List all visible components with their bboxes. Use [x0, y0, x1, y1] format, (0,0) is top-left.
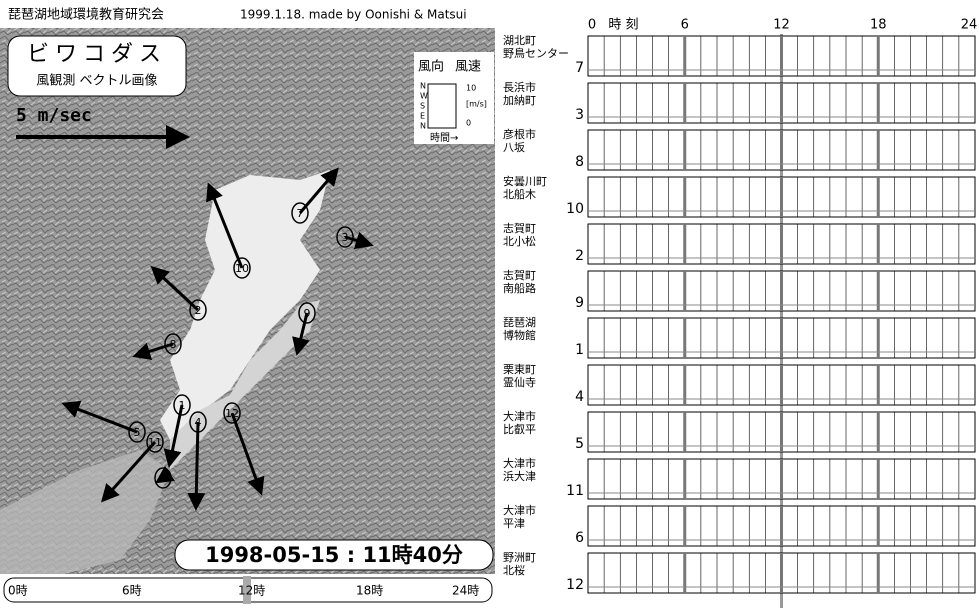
header-credit: 1999.1.18. made by Oonishi & Matsui [240, 8, 467, 22]
station-marker-label: 1 [179, 399, 186, 412]
station-number: 8 [575, 154, 584, 170]
station-marker-label: 5 [134, 426, 141, 439]
time-axis-label: 18 [870, 18, 887, 33]
legend-compass: E [420, 112, 425, 121]
time-axis-caption: 時 刻 [608, 18, 638, 33]
station-name: 比叡平 [503, 422, 536, 436]
station-name: 霊仙寺 [503, 376, 536, 389]
station-name: 彦根市 [503, 127, 536, 141]
legend-direction: 風向 [418, 59, 444, 75]
station-marker-label: 6 [160, 472, 167, 485]
station-number: 10 [566, 201, 584, 217]
station-name: 八坂 [503, 141, 525, 154]
station-name: 大津市 [503, 456, 536, 470]
station-name: 浜大津 [503, 469, 536, 483]
station-name: 湖北町 [503, 34, 536, 47]
title-box-title: ビワコダス [27, 42, 167, 67]
station-name: 野洲町 [503, 551, 536, 564]
station-marker-label: 2 [195, 304, 202, 317]
legend-min: 0 [466, 119, 471, 128]
station-marker-label: 7 [297, 207, 304, 220]
station-number: 3 [575, 107, 584, 123]
timeline-label: 12時 [238, 584, 265, 598]
station-name: 加納町 [503, 94, 536, 107]
timeline-label: 24時 [452, 584, 479, 598]
time-axis-label: 0 [588, 18, 596, 33]
station-name: 志賀町 [503, 269, 536, 282]
station-number: 9 [575, 295, 584, 311]
station-name: 栗東町 [503, 363, 536, 376]
station-name: 安曇川町 [503, 174, 547, 188]
station-number: 6 [575, 530, 584, 546]
station-number: 4 [575, 389, 584, 405]
station-name: 北小松 [503, 234, 536, 248]
station-name: 大津市 [503, 409, 536, 423]
station-number: 12 [566, 577, 584, 593]
title-box-subtitle: 風観測 ベクトル画像 [36, 74, 157, 89]
legend-compass: W [420, 92, 428, 101]
station-name: 博物館 [503, 328, 536, 342]
station-number: 7 [575, 60, 584, 76]
station-name: 長浜市 [503, 80, 536, 94]
time-axis-label: 6 [681, 18, 689, 33]
station-marker-label: 9 [304, 307, 311, 320]
station-number: 11 [566, 483, 584, 499]
legend-compass: N [420, 82, 426, 91]
station-marker-label: 8 [170, 338, 177, 351]
timeline-label: 0時 [8, 584, 28, 598]
station-name: 志賀町 [503, 222, 536, 235]
timeline-label: 6時 [122, 584, 142, 598]
station-name: 南船路 [503, 281, 536, 295]
station-name: 平津 [503, 517, 525, 530]
wind-vector [196, 422, 198, 505]
legend-speed: 風速 [455, 60, 481, 75]
station-marker-label: 4 [195, 416, 202, 429]
legend-max: 10 [466, 84, 476, 93]
station-name: 北船木 [503, 187, 536, 201]
station-name: 北桜 [503, 563, 525, 577]
station-marker-label: 11 [148, 436, 162, 449]
timeline-label: 18時 [356, 584, 383, 598]
legend-compass: N [420, 122, 426, 131]
station-marker-label: 3 [342, 231, 349, 244]
station-number: 1 [575, 342, 584, 358]
station-marker-label: 12 [225, 407, 239, 420]
timestamp: 1998-05-15 : 11時40分 [205, 543, 463, 567]
station-name: 大津市 [503, 503, 536, 517]
legend-time: 時間→ [430, 132, 458, 144]
legend-unit: [m/s] [466, 100, 487, 109]
header-title: 琵琶湖地域環境教育研究会 [8, 7, 164, 23]
page: 琵琶湖地域環境教育研究会 1999.1.18. made by Oonishi … [0, 0, 979, 608]
station-marker-label: 10 [235, 262, 249, 275]
time-axis-label: 24 [961, 18, 978, 33]
station-number: 5 [575, 436, 584, 452]
scale-label: 5 m/sec [16, 105, 92, 126]
station-number: 2 [575, 248, 584, 264]
time-axis-label: 12 [773, 18, 790, 33]
legend-compass: S [420, 102, 425, 111]
station-name: 野鳥センター [503, 46, 569, 60]
station-name: 琵琶湖 [503, 316, 536, 329]
screen: 琵琶湖地域環境教育研究会 1999.1.18. made by Oonishi … [0, 0, 979, 608]
